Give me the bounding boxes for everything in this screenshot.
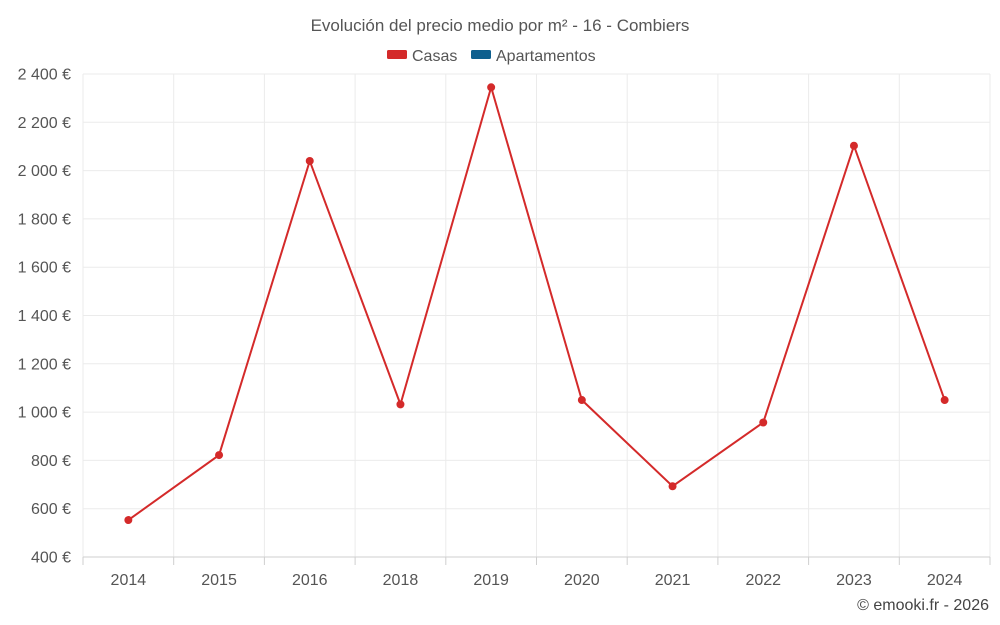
x-tick-label: 2015 [201, 572, 237, 589]
x-axis-labels: 2014 2015 2016 2018 2019 2020 2021 2022 2023 2024 [82, 557, 991, 589]
data-point-casas[interactable] [215, 451, 224, 460]
legend-item-apartamentos[interactable]: Apartamentos [471, 48, 596, 65]
y-tick-label: 1 000 € [18, 405, 71, 422]
y-tick-label: 800 € [31, 453, 71, 470]
x-tick-label: 2024 [927, 572, 963, 589]
y-tick-label: 2 200 € [18, 115, 71, 132]
x-tick-label: 2021 [655, 572, 691, 589]
grid [82, 73, 991, 557]
data-point-casas[interactable] [487, 83, 496, 92]
y-tick-label: 1 400 € [18, 308, 71, 325]
data-point-casas[interactable] [305, 156, 314, 165]
x-tick-label: 2019 [473, 572, 509, 589]
series [124, 83, 949, 525]
y-tick-label: 1 600 € [18, 260, 71, 277]
series-line-casas [127, 83, 946, 521]
data-point-casas[interactable] [577, 396, 586, 405]
x-tick-label: 2014 [111, 572, 147, 589]
data-point-casas[interactable] [759, 418, 768, 427]
data-point-casas[interactable] [849, 141, 858, 150]
y-axis-labels: 400 € 600 € 800 € 1 000 € 1 200 € 1 400 € 1 60… [18, 67, 71, 567]
y-tick-label: 600 € [31, 501, 71, 518]
x-tick-label: 2022 [745, 572, 781, 589]
legend-swatch-apartamentos [471, 50, 491, 59]
data-point-casas[interactable] [940, 396, 949, 405]
x-tick-label: 2016 [292, 572, 328, 589]
y-tick-label: 400 € [31, 550, 71, 567]
legend: Casas Apartamentos [387, 48, 596, 65]
y-tick-label: 2 400 € [18, 67, 71, 84]
legend-swatch-casas [387, 50, 407, 59]
chart-title: Evolución del precio medio por m² - 16 -… [311, 16, 690, 35]
legend-label-apartamentos: Apartamentos [496, 48, 596, 65]
data-point-casas[interactable] [396, 400, 405, 409]
legend-item-casas[interactable]: Casas [387, 48, 457, 65]
x-tick-label: 2020 [564, 572, 600, 589]
y-tick-label: 1 200 € [18, 356, 71, 373]
x-tick-label: 2018 [383, 572, 419, 589]
y-tick-label: 1 800 € [18, 211, 71, 228]
data-point-casas[interactable] [668, 482, 677, 491]
y-tick-label: 2 000 € [18, 163, 71, 180]
x-tick-label: 2023 [836, 572, 872, 589]
data-point-casas[interactable] [124, 516, 133, 525]
legend-label-casas: Casas [412, 48, 457, 65]
credit-text: © emooki.fr - 2026 [857, 597, 989, 614]
